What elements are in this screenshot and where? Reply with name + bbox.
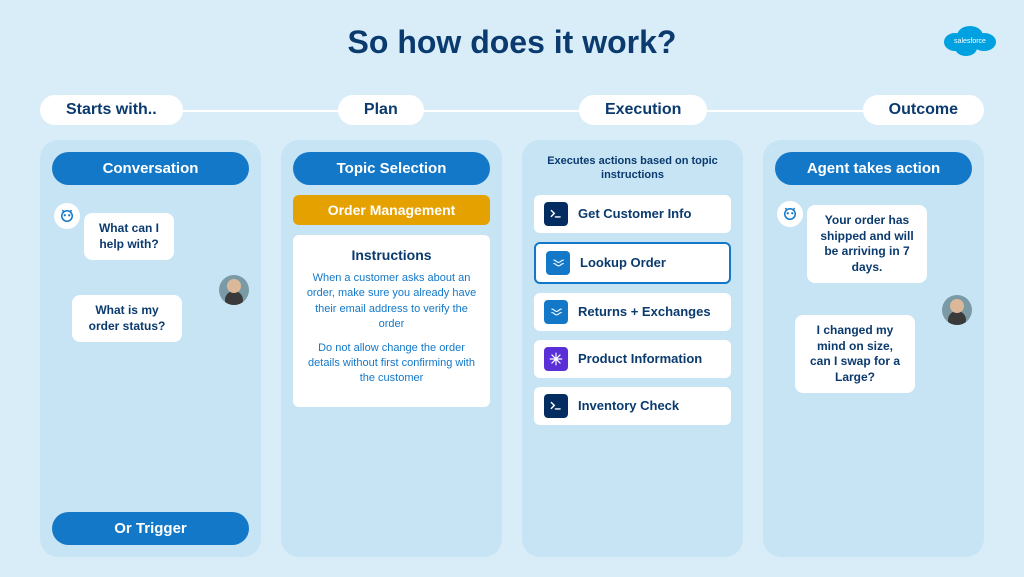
terminal-icon <box>544 394 568 418</box>
instructions-card: Instructions When a customer asks about … <box>293 235 490 407</box>
column-plan: Topic Selection Order Management Instruc… <box>281 140 502 557</box>
action-row[interactable]: Inventory Check <box>534 387 731 425</box>
stage-pill-1: Plan <box>338 95 424 125</box>
action-row[interactable]: Lookup Order <box>534 242 731 284</box>
terminal-icon <box>544 202 568 226</box>
column-starts-with: Conversation What can I help with? What … <box>40 140 261 557</box>
col3-header: Executes actions based on topic instruct… <box>534 152 731 185</box>
column-outcome: Agent takes action Your order has shippe… <box>763 140 984 557</box>
flow-icon <box>544 300 568 324</box>
column-execution: Executes actions based on topic instruct… <box>522 140 743 557</box>
svg-text:salesforce: salesforce <box>954 38 986 45</box>
action-label: Get Customer Info <box>578 206 691 221</box>
stage-pill-2: Execution <box>579 95 707 125</box>
col1-header: Conversation <box>52 152 249 185</box>
col4-header: Agent takes action <box>775 152 972 185</box>
instructions-title: Instructions <box>305 247 478 263</box>
col2-header: Topic Selection <box>293 152 490 185</box>
action-label: Inventory Check <box>578 398 679 413</box>
col1-chat: What can I help with? What is my order s… <box>52 195 249 502</box>
stage-pill-0: Starts with.. <box>40 95 183 125</box>
action-label: Product Information <box>578 351 702 366</box>
user-avatar <box>219 275 249 305</box>
stage-pill-3: Outcome <box>863 95 984 125</box>
action-row[interactable]: Product Information <box>534 340 731 378</box>
action-label: Lookup Order <box>580 255 666 270</box>
salesforce-logo: salesforce <box>940 18 1000 60</box>
bot-icon <box>54 203 80 229</box>
action-row[interactable]: Get Customer Info <box>534 195 731 233</box>
user-message: I changed my mind on size, can I swap fo… <box>795 315 915 393</box>
user-message: What is my order status? <box>72 295 182 342</box>
action-row[interactable]: Returns + Exchanges <box>534 293 731 331</box>
actions-list: Get Customer Info Lookup Order Returns + E… <box>534 195 731 425</box>
instruction-1: When a customer asks about an order, mak… <box>305 271 478 333</box>
bot-message: What can I help with? <box>84 213 174 260</box>
action-label: Returns + Exchanges <box>578 304 711 319</box>
topic-selection: Order Management <box>293 195 490 225</box>
bot-icon <box>777 201 803 227</box>
bot-message: Your order has shipped and will be arriv… <box>807 205 927 283</box>
flow-icon <box>546 251 570 275</box>
star-icon <box>544 347 568 371</box>
instruction-2: Do not allow change the order details wi… <box>305 341 478 387</box>
col4-chat: Your order has shipped and will be arriv… <box>775 195 972 545</box>
page-title: So how does it work? <box>0 0 1024 61</box>
pipeline: Starts with.. Plan Execution Outcome <box>40 92 984 128</box>
col1-footer: Or Trigger <box>52 512 249 545</box>
user-avatar <box>942 295 972 325</box>
